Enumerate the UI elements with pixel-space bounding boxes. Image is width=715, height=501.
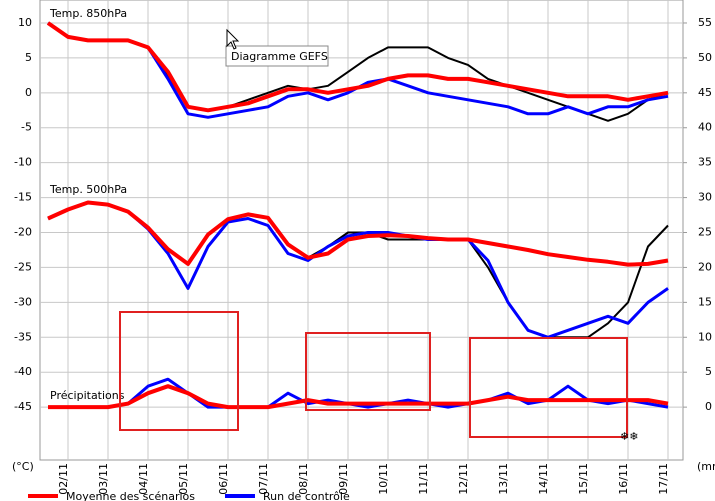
x-tick-label: 12/11 [457,463,470,495]
y-tick-label: -20 [14,226,32,239]
x-tick-label: 08/11 [297,463,310,495]
highlight-box [305,332,431,411]
tooltip [225,45,329,67]
y-tick-label: -45 [14,400,32,413]
y2-tick-label: 30 [698,191,712,204]
y2-tick-label: 5 [705,365,712,378]
y-tick-label: 10 [18,16,32,29]
y-tick-label: -5 [21,121,32,134]
y-tick-label: -40 [14,365,32,378]
panel-label: Temp. 500hPa [49,183,127,196]
y2-tick-label: 50 [698,51,712,64]
x-tick-label: 11/11 [417,463,430,495]
series-line [48,384,669,410]
legend-label: Run de contrôle [263,490,350,501]
y-tick-label: -25 [14,260,32,273]
x-tick-label: 06/11 [217,463,230,495]
y-tick-label: -35 [14,330,32,343]
series-line [46,21,669,113]
tooltip-text: Diagramme GEFS [231,50,328,63]
y-tick-label: -30 [14,295,32,308]
x-tick-label: 05/11 [177,463,190,495]
x-tick-label: 14/11 [537,463,550,495]
x-tick-label: 17/11 [657,463,670,495]
x-tick-label: 15/11 [577,463,590,495]
panel-label: Temp. 850hPa [49,7,127,20]
cursor [226,28,240,50]
plot-area [39,0,684,461]
x-tick-label: 10/11 [377,463,390,495]
y-tick-label: 5 [25,51,32,64]
x-tick-label: 04/11 [137,463,150,495]
y2-tick-label: 15 [698,295,712,308]
y2-tick-label: 10 [698,330,712,343]
x-tick-label: 09/11 [337,463,350,495]
x-tick-label: 02/11 [57,463,70,495]
y-unit: (°C) [12,460,34,473]
highlight-box [469,337,628,438]
x-tick-label: 07/11 [257,463,270,495]
snow-icon: ❄❄ [620,430,638,443]
x-tick-label: 13/11 [497,463,510,495]
y2-tick-label: 55 [698,16,712,29]
panel-label: Précipitations [50,389,125,402]
x-tick-label: 16/11 [617,463,630,495]
y2-tick-label: 45 [698,86,712,99]
x-tick-label: 03/11 [97,463,110,495]
y-tick-label: -10 [14,156,32,169]
y-tick-label: -15 [14,191,32,204]
legend-label: Moyenne des scénarios [66,490,195,501]
highlight-box [119,311,239,431]
y2-tick-label: 25 [698,226,712,239]
y2-unit: (mm) [697,460,715,473]
y2-tick-label: 35 [698,156,712,169]
series-line [47,200,669,267]
y2-tick-label: 40 [698,121,712,134]
y2-tick-label: 0 [705,400,712,413]
y2-tick-label: 20 [698,260,712,273]
y-tick-label: 0 [25,86,32,99]
